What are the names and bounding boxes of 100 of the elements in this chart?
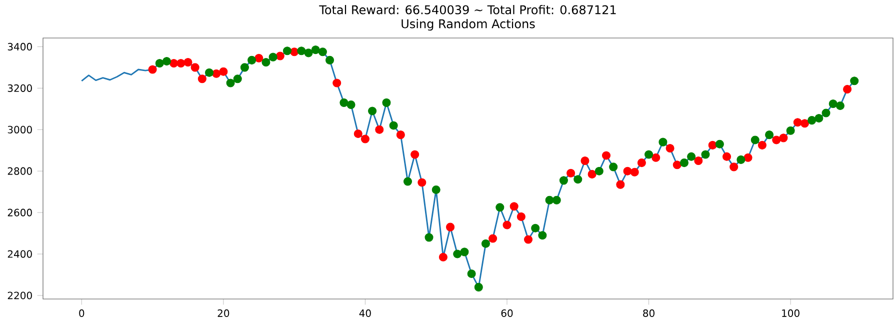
point — [828, 99, 838, 108]
point — [730, 162, 738, 172]
x-tick-label: 60 — [501, 309, 513, 317]
point — [424, 233, 434, 242]
point — [190, 63, 200, 72]
point — [254, 54, 264, 62]
point — [233, 74, 242, 84]
point — [580, 156, 590, 165]
point — [744, 153, 752, 162]
x-tick-label: 0 — [79, 309, 84, 317]
point — [637, 158, 646, 168]
point — [510, 202, 518, 211]
point — [248, 56, 256, 64]
point — [396, 130, 405, 140]
point — [297, 46, 306, 56]
point — [318, 48, 327, 56]
point — [658, 138, 668, 146]
point — [389, 121, 398, 130]
point — [758, 140, 766, 150]
point — [418, 178, 426, 187]
x-tick-label: 100 — [782, 309, 800, 317]
point — [772, 136, 781, 144]
point — [155, 59, 164, 68]
y-tick-label: 3400 — [8, 42, 32, 50]
point — [325, 56, 334, 64]
point — [354, 130, 362, 138]
point — [722, 152, 732, 161]
point — [176, 59, 186, 68]
point — [184, 58, 192, 67]
point — [360, 134, 370, 144]
point — [262, 58, 270, 67]
point — [779, 134, 788, 142]
point — [574, 175, 582, 184]
point — [432, 185, 440, 194]
point — [786, 126, 795, 135]
point — [538, 231, 547, 240]
point — [198, 74, 206, 84]
point — [496, 203, 504, 212]
point — [750, 136, 760, 144]
y-tick-label: 2600 — [8, 208, 32, 216]
y-tick-label: 2200 — [8, 292, 32, 300]
point — [652, 153, 660, 162]
point — [588, 170, 596, 178]
point — [226, 78, 235, 88]
point — [460, 248, 469, 256]
point — [148, 65, 157, 74]
point — [403, 177, 412, 186]
point — [282, 46, 292, 56]
point — [623, 166, 632, 176]
point — [822, 108, 830, 118]
point — [438, 252, 448, 262]
point — [808, 116, 816, 125]
point — [304, 48, 313, 58]
point — [559, 176, 568, 185]
point — [814, 114, 824, 122]
point — [630, 168, 639, 176]
point — [765, 130, 774, 140]
point — [531, 224, 540, 232]
point — [680, 158, 688, 168]
point — [602, 151, 611, 160]
point — [793, 118, 802, 127]
point — [545, 196, 554, 204]
y-tick-label: 2800 — [8, 167, 32, 175]
point — [616, 180, 625, 189]
point — [268, 52, 278, 62]
point — [594, 166, 604, 176]
point — [346, 100, 356, 110]
point — [340, 98, 348, 107]
point — [644, 150, 654, 159]
y-tick-label: 2400 — [8, 250, 32, 258]
point — [204, 68, 214, 77]
point — [311, 46, 320, 54]
point — [715, 140, 724, 148]
point — [672, 160, 682, 170]
chart-subtitle: Using Random Actions — [402, 19, 535, 31]
point — [609, 162, 618, 172]
x-tick-label: 20 — [218, 309, 230, 317]
point — [502, 220, 512, 230]
point — [687, 152, 696, 161]
point — [368, 106, 377, 116]
point — [162, 56, 171, 66]
point — [410, 150, 420, 159]
point — [566, 168, 576, 178]
y-tick-label: 3000 — [8, 126, 32, 134]
point — [708, 140, 717, 150]
point — [240, 63, 249, 72]
point — [276, 52, 284, 60]
point — [850, 76, 859, 86]
x-tick-label: 80 — [643, 309, 654, 317]
point — [666, 144, 674, 153]
point — [800, 119, 810, 128]
point — [375, 125, 384, 134]
chart-title: Total Reward: 66.540039 ~ Total Profit: 0.687121 — [319, 5, 616, 14]
point — [446, 222, 455, 232]
x-tick-label: 40 — [359, 309, 371, 317]
point — [467, 269, 476, 278]
point — [332, 78, 342, 88]
point — [219, 67, 228, 76]
point — [736, 155, 746, 164]
point — [453, 250, 462, 258]
